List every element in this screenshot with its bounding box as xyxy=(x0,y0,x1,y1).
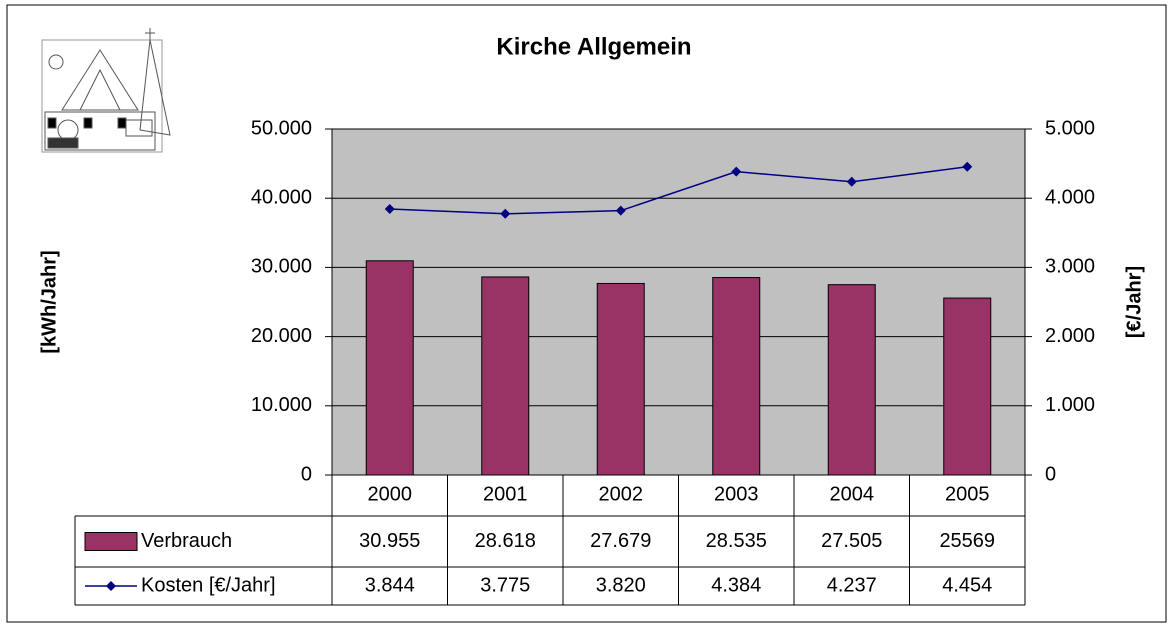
table-cell: 4.237 xyxy=(827,574,877,596)
y2-tick-label: 0 xyxy=(1045,463,1056,485)
table-cell: 4.454 xyxy=(942,574,992,596)
y-tick-label: 20.000 xyxy=(251,325,312,347)
bar xyxy=(366,261,413,475)
table-cell: 4.384 xyxy=(711,574,761,596)
y-tick-label: 40.000 xyxy=(251,186,312,208)
x-tick-label: 2004 xyxy=(830,483,875,505)
y2-tick-label: 2.000 xyxy=(1045,325,1095,347)
plot-area xyxy=(332,129,1025,475)
y2-tick-label: 1.000 xyxy=(1045,394,1095,416)
y-tick-label: 30.000 xyxy=(251,256,312,278)
table-cell: 25569 xyxy=(939,530,995,552)
y-tick-label: 50.000 xyxy=(251,117,312,139)
legend-label: Kosten [€/Jahr] xyxy=(141,574,276,596)
x-tick-label: 2001 xyxy=(483,483,528,505)
table-cell: 3.820 xyxy=(596,574,646,596)
bar xyxy=(482,277,529,475)
y-tick-label: 10.000 xyxy=(251,394,312,416)
bar xyxy=(944,298,991,475)
bar xyxy=(713,278,760,475)
bar xyxy=(828,285,875,475)
table-cell: 28.618 xyxy=(475,530,536,552)
y2-axis-label: [€/Jahr] xyxy=(1123,266,1145,338)
y2-tick-label: 4.000 xyxy=(1045,186,1095,208)
y-tick-label: 0 xyxy=(301,463,312,485)
y-axis-label: [kWh/Jahr] xyxy=(38,250,60,353)
y2-tick-label: 5.000 xyxy=(1045,117,1095,139)
table-cell: 27.679 xyxy=(590,530,651,552)
bar xyxy=(597,283,644,475)
y2-tick-label: 3.000 xyxy=(1045,256,1095,278)
chart-title: Kirche Allgemein xyxy=(496,33,691,60)
page: Kirche Allgemein [kWh/Jahr] [€/Jahr] 0 10… xyxy=(0,0,1173,628)
table-cell: 3.844 xyxy=(365,574,415,596)
legend-label: Verbrauch xyxy=(141,530,232,552)
legend-key xyxy=(85,533,137,551)
x-tick-label: 2002 xyxy=(599,483,644,505)
chart: Kirche Allgemein [kWh/Jahr] [€/Jahr] 0 10… xyxy=(0,0,1173,628)
table-cell: 27.505 xyxy=(821,530,882,552)
table-cell: 28.535 xyxy=(706,530,767,552)
table-cell: 3.775 xyxy=(480,574,530,596)
table-cell: 30.955 xyxy=(359,530,420,552)
x-tick-label: 2005 xyxy=(945,483,990,505)
x-tick-label: 2003 xyxy=(714,483,759,505)
x-tick-label: 2000 xyxy=(368,483,413,505)
